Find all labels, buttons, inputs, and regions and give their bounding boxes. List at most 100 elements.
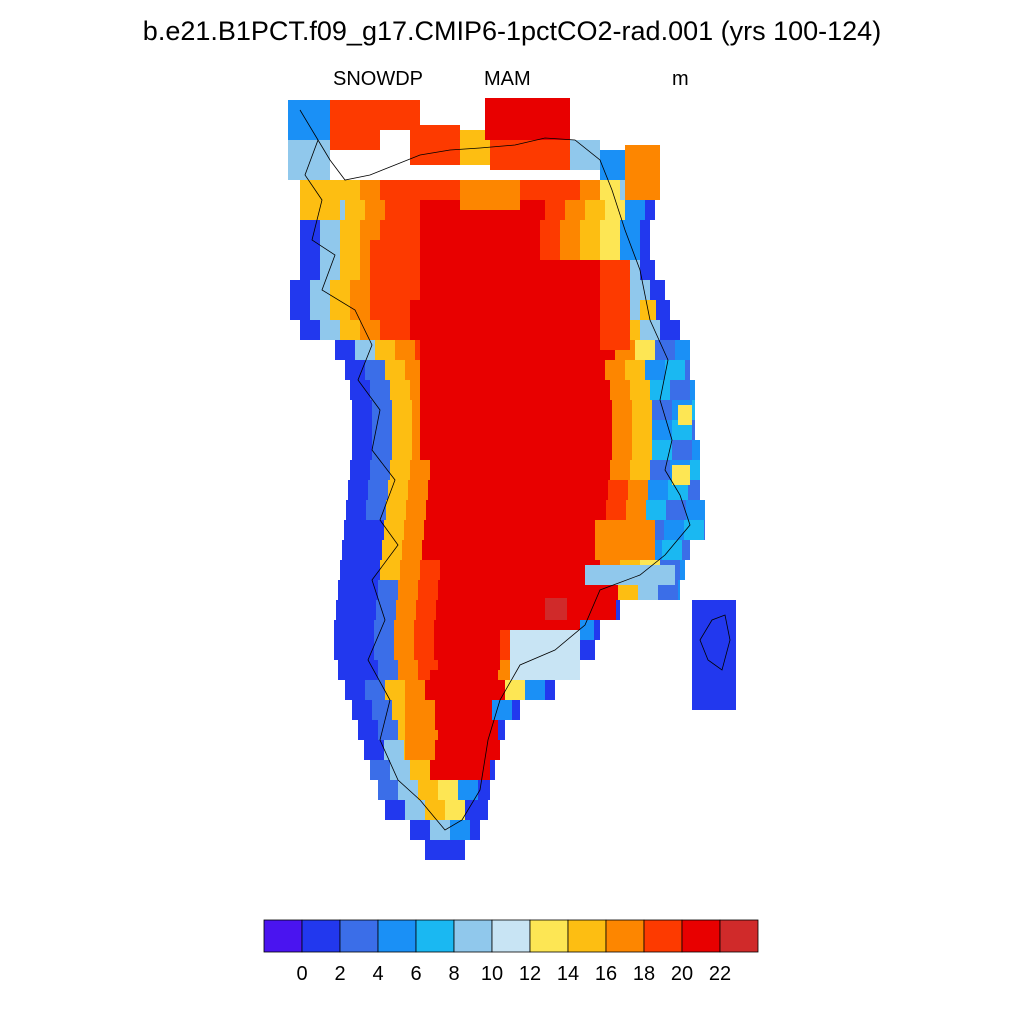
map-cell — [350, 300, 370, 320]
colorbar-tick-labels: 0 2 4 6 8 10 12 14 16 18 20 22 — [296, 963, 731, 985]
map-cell — [398, 660, 418, 680]
map-cell — [470, 820, 480, 840]
map-cell — [358, 580, 378, 600]
map-cell — [372, 440, 392, 460]
map-cell — [385, 800, 405, 820]
map-cell — [354, 640, 374, 660]
map-cell — [690, 460, 700, 480]
map-cell — [682, 540, 690, 560]
map-cell — [662, 540, 682, 560]
map-cell — [565, 200, 585, 220]
map-cell — [650, 280, 665, 300]
map-cell — [665, 360, 685, 380]
map-cell — [390, 460, 410, 480]
map-cell — [545, 200, 565, 220]
map-cell — [458, 780, 478, 800]
map-cell — [655, 340, 675, 360]
map-cell — [410, 460, 430, 480]
map-grid-cells — [288, 98, 736, 860]
map-cell — [650, 460, 670, 480]
map-cell — [430, 760, 450, 780]
map-cell — [594, 640, 595, 660]
map-cell — [422, 540, 442, 560]
units-label: m — [672, 68, 689, 90]
plot-title: b.e21.B1PCT.f09_g17.CMIP6-1pctCO2-rad.00… — [142, 16, 882, 46]
colorbar-tick-label: 20 — [671, 963, 693, 985]
map-cell — [402, 540, 422, 560]
map-cell — [418, 780, 438, 800]
map-cell — [394, 640, 414, 660]
map-cell — [356, 600, 376, 620]
map-cell — [430, 820, 450, 840]
map-cell — [490, 140, 570, 170]
map-cell — [525, 680, 545, 700]
map-cell — [385, 200, 405, 220]
map-cell — [340, 320, 360, 340]
map-cell — [625, 360, 645, 380]
map-cell — [335, 340, 355, 360]
map-cell — [380, 220, 400, 240]
map-cell — [645, 200, 655, 220]
map-cell — [375, 340, 395, 360]
map-cell — [464, 740, 484, 760]
map-cell — [350, 280, 370, 300]
map-cell — [416, 600, 436, 620]
map-cell — [580, 220, 600, 240]
map-cell — [338, 580, 358, 600]
map-cell — [340, 560, 360, 580]
map-cell — [690, 380, 695, 400]
map-cell — [418, 580, 438, 600]
map-cell — [300, 240, 320, 260]
map-cell — [288, 100, 330, 140]
map-cell — [490, 760, 495, 780]
map-cell — [430, 460, 600, 540]
map-cell — [300, 260, 320, 280]
map-cell — [545, 680, 555, 700]
map-cell — [465, 800, 485, 820]
colorbar-tick-label: 16 — [595, 963, 617, 985]
colorbar-box — [301, 919, 341, 953]
map-cell — [678, 580, 680, 600]
greenland-snow-depth-map — [288, 98, 736, 860]
map-cell — [600, 220, 620, 240]
colorbar-tick-label: 10 — [481, 963, 503, 985]
map-cell — [440, 630, 500, 670]
map-cell — [445, 800, 465, 820]
map-cell — [340, 180, 360, 200]
map-cell — [450, 760, 470, 780]
map-cell — [675, 340, 690, 360]
map-cell — [625, 145, 660, 200]
map-cell — [392, 400, 412, 420]
map-cell — [364, 520, 384, 540]
map-cell — [512, 700, 520, 720]
map-cell — [334, 640, 354, 660]
map-cell — [664, 520, 684, 540]
map-cell — [360, 220, 380, 240]
map-cell — [352, 440, 372, 460]
colorbar-box — [643, 919, 683, 953]
map-cell — [390, 380, 410, 400]
map-cell — [600, 240, 620, 260]
map-cell — [400, 220, 420, 240]
map-cell — [365, 360, 385, 380]
map-cell — [540, 240, 560, 260]
colorbar-tick-label: 2 — [334, 963, 345, 985]
map-cell — [330, 100, 380, 150]
map-cell — [400, 180, 420, 200]
map-cell — [600, 260, 630, 350]
map-cell — [444, 740, 464, 760]
map-cell — [350, 380, 370, 400]
map-cell — [650, 380, 670, 400]
map-cell — [366, 500, 386, 520]
colorbar-tick-label: 0 — [296, 963, 307, 985]
map-cell — [470, 760, 490, 780]
colorbar-tick-label: 22 — [709, 963, 731, 985]
map-cell — [368, 480, 388, 500]
map-cell — [510, 630, 580, 680]
map-cell — [648, 480, 668, 500]
map-cell — [340, 220, 360, 240]
map-cell — [640, 220, 650, 240]
colorbar-box — [415, 919, 455, 953]
map-cell — [392, 420, 412, 440]
map-cell — [384, 520, 404, 540]
